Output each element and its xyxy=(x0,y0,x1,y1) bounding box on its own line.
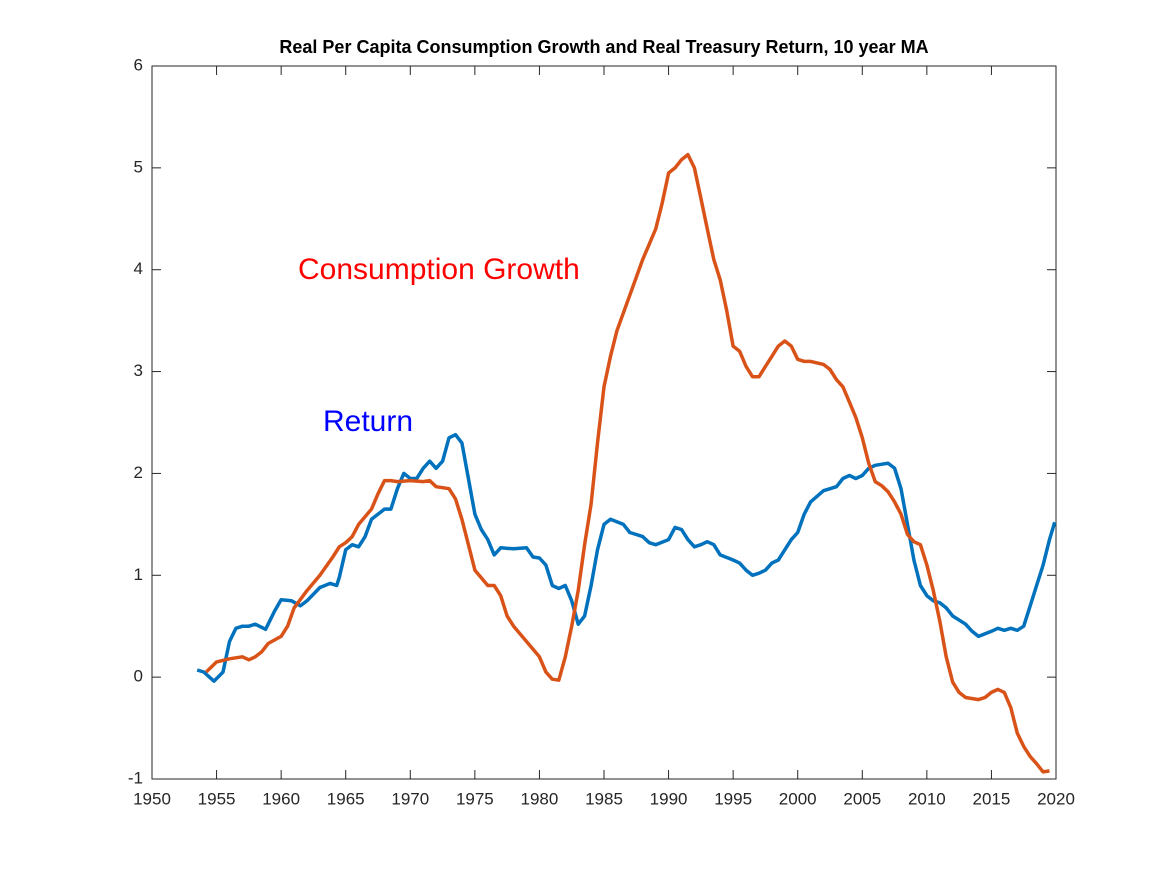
x-tick-label: 1950 xyxy=(133,789,171,808)
y-tick-label: 2 xyxy=(134,463,143,482)
y-tick-label: 4 xyxy=(134,259,143,278)
x-tick-label: 1955 xyxy=(198,789,236,808)
x-tick-label: 1985 xyxy=(585,789,623,808)
y-tick-label: 5 xyxy=(134,157,143,176)
x-tick-label: 1975 xyxy=(456,789,494,808)
x-tick-label: 1990 xyxy=(650,789,688,808)
y-tick-label: 3 xyxy=(134,361,143,380)
x-tick-label: 2000 xyxy=(779,789,817,808)
y-tick-label: 1 xyxy=(134,565,143,584)
y-tick-label: -1 xyxy=(128,768,143,787)
x-tick-label: 1970 xyxy=(391,789,429,808)
data-line xyxy=(196,432,1057,683)
x-tick-label: 1980 xyxy=(521,789,559,808)
x-tick-label: 2020 xyxy=(1037,789,1075,808)
chart-title: Real Per Capita Consumption Growth and R… xyxy=(279,37,928,57)
x-tick-label: 2015 xyxy=(973,789,1011,808)
data-line xyxy=(204,152,1050,774)
y-tick-label: 6 xyxy=(134,55,143,74)
annotation: Return xyxy=(323,405,413,438)
y-tick-label: 0 xyxy=(134,667,143,686)
x-tick-label: 1995 xyxy=(714,789,752,808)
annotation: Consumption Growth xyxy=(298,253,580,286)
x-tick-label: 1960 xyxy=(262,789,300,808)
x-tick-label: 2010 xyxy=(908,789,946,808)
x-tick-label: 2005 xyxy=(843,789,881,808)
x-tick-label: 1965 xyxy=(327,789,365,808)
